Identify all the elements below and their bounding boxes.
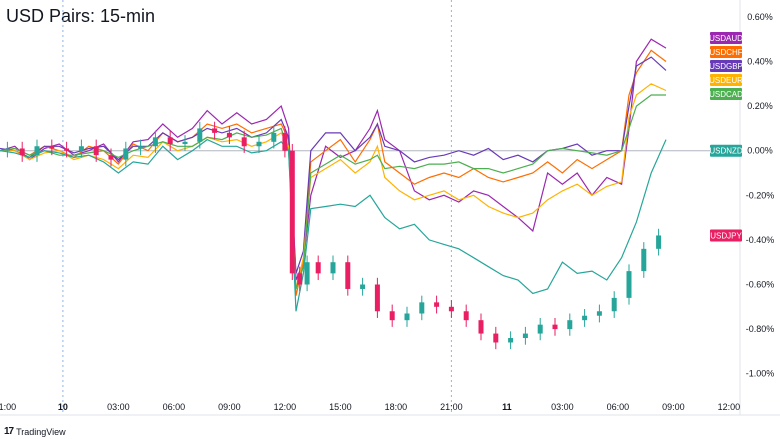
x-tick-label: 03:00 — [551, 402, 574, 412]
jpy-candle — [656, 235, 662, 249]
jpy-candle — [493, 333, 499, 343]
jpy-candle — [567, 320, 573, 330]
jpy-candle — [282, 132, 288, 151]
jpy-candle — [152, 137, 158, 147]
jpy-candle — [641, 248, 647, 272]
jpy-candle — [522, 333, 528, 339]
jpy-candle — [226, 132, 232, 138]
jpy-candle — [64, 148, 70, 151]
legend-label-usdjpy: USDJPY — [710, 231, 742, 240]
x-tick-label: 03:00 — [107, 402, 130, 412]
tv-icon: 17 — [4, 426, 14, 437]
jpy-candle — [315, 262, 321, 274]
x-tick-label: 12:00 — [718, 402, 741, 412]
jpy-candle — [138, 146, 144, 149]
jpy-candle — [271, 132, 277, 142]
jpy-candle — [167, 137, 173, 145]
legend-badge-usdnzd — [710, 144, 742, 157]
jpy-candle — [34, 146, 40, 156]
jpy-candle — [389, 311, 395, 321]
x-tick-label: 09:00 — [218, 402, 241, 412]
series-line-usdcad — [0, 94, 666, 290]
legend-label-usdnzd: USDNZD — [709, 147, 743, 156]
legend-label-usdchf: USDCHF — [709, 48, 742, 57]
jpy-candle — [289, 150, 295, 274]
y-tick-label: 0.40% — [747, 57, 773, 67]
y-tick-label: -1.00% — [746, 369, 775, 379]
jpy-candle — [434, 302, 440, 307]
legend-label-usdcad: USDCAD — [709, 90, 743, 99]
y-tick-label: 0.60% — [747, 12, 773, 22]
y-tick-label: -0.80% — [746, 324, 775, 334]
jpy-candle — [108, 155, 114, 160]
jpy-candle — [596, 311, 602, 316]
y-tick-label: -0.60% — [746, 280, 775, 290]
y-tick-label: -0.20% — [746, 190, 775, 200]
jpy-candle — [552, 324, 558, 330]
jpy-candle — [182, 141, 188, 145]
jpy-candle — [374, 284, 380, 312]
jpy-candle — [626, 271, 632, 298]
jpy-candle — [49, 146, 55, 149]
jpy-candle — [345, 262, 351, 289]
x-tick-label: 21:00 — [440, 402, 463, 412]
jpy-candle — [197, 128, 203, 142]
x-tick-label: 15:00 — [329, 402, 352, 412]
legend-label-usdgbp: USDGBP — [709, 62, 743, 71]
jpy-candle — [611, 297, 617, 312]
legend-badge-usdaud — [710, 32, 742, 44]
jpy-candle — [448, 306, 454, 312]
jpy-candle — [93, 146, 99, 156]
jpy-candle — [330, 262, 336, 274]
x-tick-label: 06:00 — [163, 402, 186, 412]
x-tick-label: 06:00 — [607, 402, 630, 412]
jpy-candle — [419, 302, 425, 314]
jpy-candle — [297, 273, 303, 285]
series-line-usdeur — [0, 83, 667, 290]
y-tick-label: 0.20% — [747, 101, 773, 111]
y-tick-label: 0.00% — [747, 146, 773, 156]
jpy-candle — [508, 338, 514, 343]
jpy-candle — [241, 137, 247, 147]
legend-label-usdeur: USDEUR — [709, 76, 743, 85]
chart-title: USD Pairs: 15-min — [6, 6, 156, 26]
y-tick-label: -0.40% — [746, 235, 775, 245]
tradingview-logo[interactable]: 17 TradingView — [4, 426, 66, 437]
jpy-candle — [304, 262, 310, 285]
jpy-candle — [537, 324, 543, 334]
jpy-candle — [360, 284, 366, 289]
x-tick-label: 09:00 — [662, 402, 685, 412]
jpy-candle — [4, 148, 10, 151]
legend-badge-usdcad — [710, 88, 742, 100]
series-line-usdgbp — [0, 56, 667, 274]
legend-badge-usdgbp — [710, 60, 742, 72]
legend-badge-usdeur — [710, 74, 742, 86]
jpy-candle — [212, 128, 218, 133]
x-tick-label: 10 — [58, 402, 68, 412]
jpy-candle — [256, 141, 262, 147]
x-tick-label: 1:00 — [0, 402, 16, 412]
legend-badge-usdchf — [710, 46, 742, 58]
legend-badge-usdjpy — [710, 229, 742, 242]
jpy-candle — [404, 313, 410, 321]
jpy-candle — [582, 315, 588, 321]
jpy-candle — [19, 148, 25, 156]
legend-label-usdaud: USDAUD — [709, 34, 743, 43]
series-line-usdaud — [0, 38, 667, 281]
x-tick-label: 12:00 — [274, 402, 297, 412]
series-line-usdchf — [0, 49, 667, 296]
jpy-candle — [123, 148, 129, 160]
brand-name: TradingView — [16, 426, 66, 437]
jpy-candle — [478, 320, 484, 334]
x-tick-label: 11 — [502, 402, 512, 412]
x-tick-label: 18:00 — [385, 402, 408, 412]
jpy-candle — [78, 146, 84, 151]
jpy-candle — [463, 311, 469, 321]
series-line-usdnzd — [0, 138, 667, 312]
